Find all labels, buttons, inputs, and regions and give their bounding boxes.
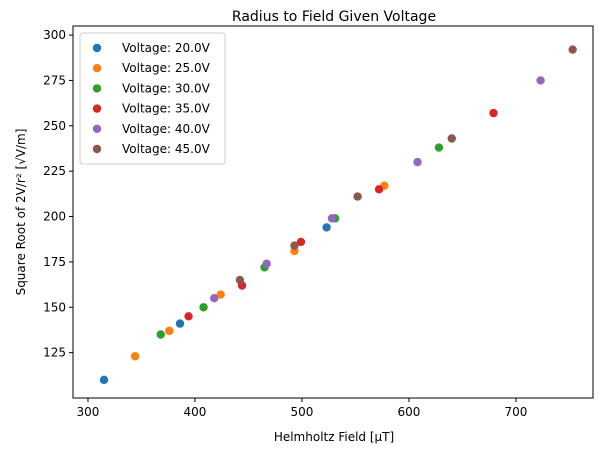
legend-label: Voltage: 30.0V xyxy=(122,81,211,95)
legend-label: Voltage: 25.0V xyxy=(122,61,211,75)
x-tick-label: 300 xyxy=(77,405,100,419)
legend-marker xyxy=(92,63,102,73)
data-point xyxy=(327,214,337,223)
data-point xyxy=(235,275,245,285)
y-tick-label: 150 xyxy=(43,300,66,314)
legend: Voltage: 20.0V Voltage: 25.0V Voltage: 30.… xyxy=(79,32,226,165)
legend-label: Voltage: 35.0V xyxy=(122,102,211,116)
data-point xyxy=(296,237,306,247)
legend-marker xyxy=(92,43,102,53)
data-point xyxy=(322,223,331,232)
data-point xyxy=(353,192,362,201)
data-point xyxy=(568,45,577,54)
data-point xyxy=(175,319,185,328)
legend-marker xyxy=(92,144,102,154)
legend-label: Voltage: 40.0V xyxy=(122,122,211,136)
x-tick-label: 400 xyxy=(184,405,207,419)
x-axis-label: Helmholtz Field [μT] xyxy=(274,430,394,444)
data-point xyxy=(210,293,219,303)
x-tick-label: 500 xyxy=(291,405,314,419)
y-axis: 125 150 175 200 225 250 275 300 xyxy=(43,28,73,360)
data-point xyxy=(447,134,456,143)
y-tick-label: 300 xyxy=(43,28,66,42)
data-points xyxy=(99,45,577,385)
data-point xyxy=(262,259,271,268)
legend-box xyxy=(79,32,226,165)
data-point xyxy=(99,375,109,385)
y-tick-label: 175 xyxy=(43,255,66,269)
y-tick-label: 250 xyxy=(43,119,66,133)
x-tick-label: 700 xyxy=(505,405,528,419)
x-tick-label: 600 xyxy=(398,405,421,419)
legend-marker xyxy=(92,84,102,93)
data-point xyxy=(184,312,193,321)
data-point xyxy=(434,143,444,152)
data-point xyxy=(489,108,498,118)
y-tick-label: 225 xyxy=(43,164,66,178)
y-tick-label: 275 xyxy=(43,73,66,87)
data-point xyxy=(536,76,545,85)
data-point xyxy=(130,352,140,361)
legend-label: Voltage: 20.0V xyxy=(122,41,211,55)
y-tick-label: 200 xyxy=(43,210,66,224)
data-point xyxy=(290,241,299,250)
y-axis-label: Square Root of 2V/r² [√V/m] xyxy=(14,129,28,296)
x-axis: 300 400 500 600 700 xyxy=(77,398,528,419)
data-point xyxy=(374,185,384,194)
y-tick-label: 125 xyxy=(43,346,66,360)
legend-label: Voltage: 45.0V xyxy=(122,142,211,156)
data-point xyxy=(156,330,165,339)
data-point xyxy=(199,303,208,312)
data-point xyxy=(165,326,174,336)
legend-marker xyxy=(92,104,102,113)
chart-title: Radius to Field Given Voltage xyxy=(232,9,436,25)
legend-marker xyxy=(92,124,102,133)
data-point xyxy=(216,290,225,299)
data-point xyxy=(413,157,422,167)
